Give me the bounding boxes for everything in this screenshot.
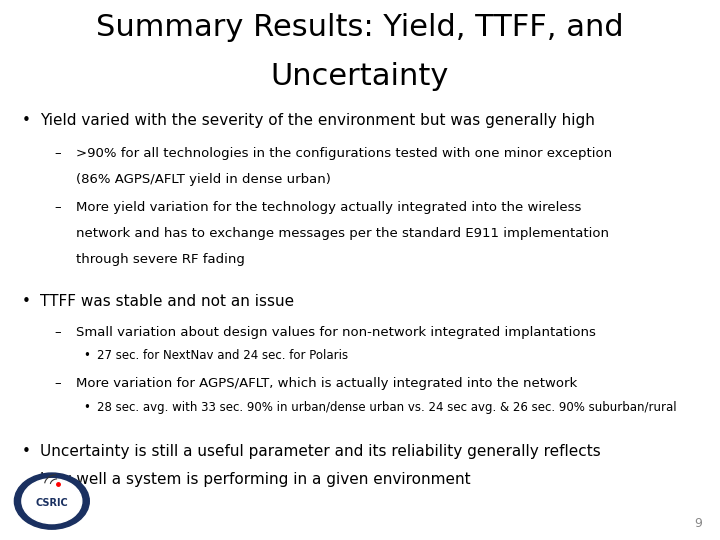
Text: (86% AGPS/AFLT yield in dense urban): (86% AGPS/AFLT yield in dense urban) <box>76 173 330 186</box>
Text: More yield variation for the technology actually integrated into the wireless: More yield variation for the technology … <box>76 201 581 214</box>
Text: –: – <box>54 201 60 214</box>
Text: –: – <box>54 326 60 339</box>
Circle shape <box>22 478 82 524</box>
Text: 28 sec. avg. with 33 sec. 90% in urban/dense urban vs. 24 sec avg. & 26 sec. 90%: 28 sec. avg. with 33 sec. 90% in urban/d… <box>97 401 677 414</box>
Text: Small variation about design values for non-network integrated implantations: Small variation about design values for … <box>76 326 595 339</box>
Text: •: • <box>22 294 30 309</box>
Text: >90% for all technologies in the configurations tested with one minor exception: >90% for all technologies in the configu… <box>76 147 612 160</box>
Text: More variation for AGPS/AFLT, which is actually integrated into the network: More variation for AGPS/AFLT, which is a… <box>76 377 577 390</box>
Text: •: • <box>83 349 90 362</box>
Text: Uncertainty: Uncertainty <box>271 62 449 91</box>
Text: TTFF was stable and not an issue: TTFF was stable and not an issue <box>40 294 294 309</box>
Text: Uncertainty is still a useful parameter and its reliability generally reflects: Uncertainty is still a useful parameter … <box>40 444 600 459</box>
Text: through severe RF fading: through severe RF fading <box>76 253 245 266</box>
Text: Summary Results: Yield, TTFF, and: Summary Results: Yield, TTFF, and <box>96 14 624 43</box>
Text: how well a system is performing in a given environment: how well a system is performing in a giv… <box>40 472 470 487</box>
Text: –: – <box>54 377 60 390</box>
Text: network and has to exchange messages per the standard E911 implementation: network and has to exchange messages per… <box>76 227 608 240</box>
Text: CSRIC: CSRIC <box>35 498 68 508</box>
Circle shape <box>14 473 89 529</box>
Text: 27 sec. for NextNav and 24 sec. for Polaris: 27 sec. for NextNav and 24 sec. for Pola… <box>97 349 348 362</box>
Text: Yield varied with the severity of the environment but was generally high: Yield varied with the severity of the en… <box>40 113 595 129</box>
Text: –: – <box>54 147 60 160</box>
Text: •: • <box>22 113 30 129</box>
Text: •: • <box>83 401 90 414</box>
Text: 9: 9 <box>694 517 702 530</box>
Text: •: • <box>22 444 30 459</box>
